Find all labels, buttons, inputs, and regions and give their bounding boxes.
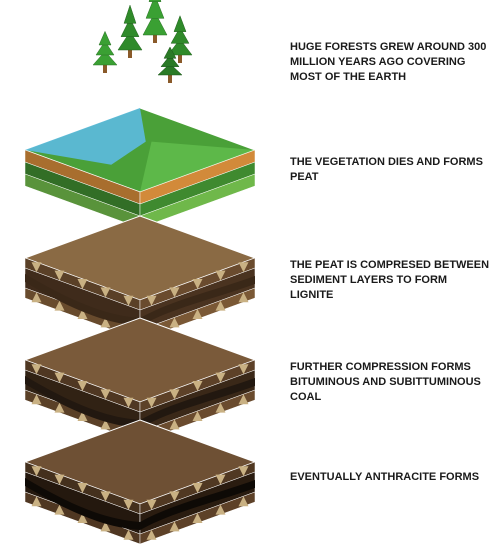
block-forest	[25, 0, 255, 228]
block-anthracite	[25, 420, 255, 544]
coal-formation-diagram	[0, 0, 504, 551]
tree-icon	[93, 31, 117, 73]
tree-icon	[118, 5, 142, 58]
tree-icon	[143, 0, 167, 43]
